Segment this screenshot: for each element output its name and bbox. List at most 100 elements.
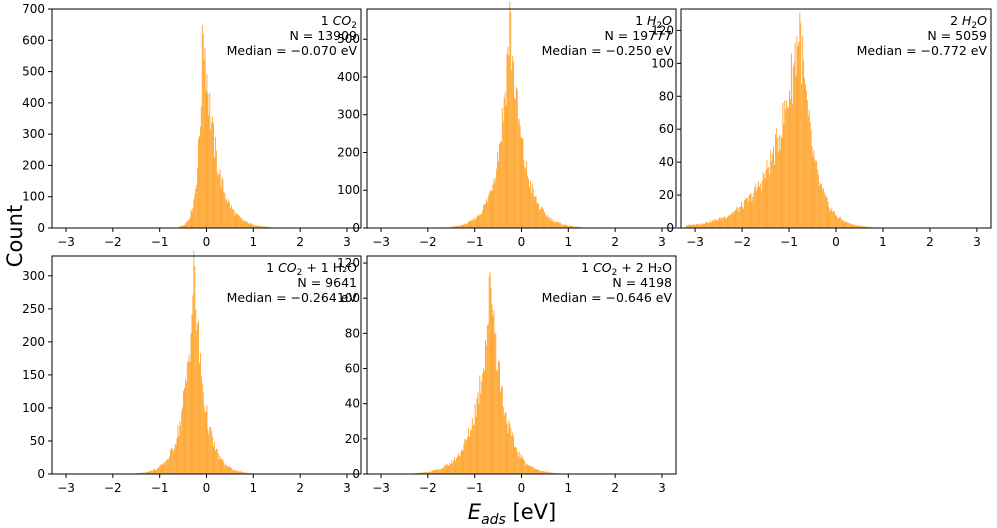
histogram-bin — [204, 412, 206, 474]
histogram-bin — [453, 226, 455, 228]
histogram-bin — [450, 226, 452, 228]
histogram-bin — [176, 438, 178, 474]
x-tick-label: 2 — [611, 481, 619, 495]
histogram-bin — [860, 225, 862, 228]
histogram-bin — [486, 201, 488, 228]
histogram-bin — [482, 210, 484, 228]
histogram-bin — [512, 432, 514, 474]
histogram-bin — [821, 189, 823, 228]
histogram-bin — [529, 180, 531, 228]
histogram-bin — [193, 250, 195, 474]
histogram-bin — [207, 429, 209, 474]
histogram-bin — [241, 471, 243, 474]
histogram-bin — [848, 223, 850, 228]
histogram-bin — [209, 426, 211, 474]
histogram-bin — [514, 446, 516, 474]
histogram-bin — [801, 84, 803, 228]
histogram-bin — [802, 35, 804, 228]
histogram-bin — [196, 330, 198, 474]
histogram-bin — [543, 211, 545, 228]
y-tick-label: 40 — [345, 397, 360, 411]
histogram-bin — [499, 143, 500, 228]
histogram-bin — [557, 221, 559, 228]
histogram-bin — [504, 412, 506, 474]
histogram-bin — [796, 35, 798, 229]
histogram-bin — [450, 464, 452, 474]
histogram-bin — [729, 214, 731, 228]
sample-count-label: N = 13909 — [289, 28, 357, 43]
histogram-bins — [178, 25, 271, 228]
histogram-bin — [200, 375, 202, 474]
histogram-bin — [777, 152, 779, 228]
histogram-bin — [527, 463, 529, 474]
sample-count-label: N = 4198 — [612, 275, 672, 290]
histogram-bin — [257, 225, 258, 228]
histogram-bin — [492, 184, 494, 228]
histogram-bin — [719, 216, 721, 228]
histogram-bin — [503, 415, 505, 474]
histogram-bin — [854, 224, 856, 228]
histogram-bin — [223, 462, 225, 474]
histogram-bin — [847, 222, 849, 228]
histogram-bin — [457, 453, 459, 474]
histogram-bin — [490, 287, 492, 474]
histogram-bin — [502, 120, 504, 228]
histogram-bin — [436, 469, 438, 474]
histogram-bin — [516, 451, 518, 474]
histogram-bin — [186, 362, 188, 474]
histogram-bin — [567, 225, 569, 228]
y-axis-label: Count — [3, 205, 27, 267]
histogram-bin — [514, 447, 515, 474]
histogram-bin — [686, 225, 688, 228]
histogram-bin — [791, 103, 793, 228]
histogram-bin — [550, 472, 552, 474]
y-tick-label: 300 — [337, 108, 360, 122]
histogram-bin — [149, 471, 151, 474]
x-tick-label: 3 — [658, 235, 666, 249]
histogram-bin — [746, 197, 748, 228]
histogram-bin — [184, 224, 185, 228]
histogram-bin — [434, 469, 436, 474]
histogram-bin — [258, 225, 259, 228]
histogram-bin — [483, 368, 485, 474]
histogram-bin — [179, 421, 181, 474]
histogram-bin — [700, 223, 702, 228]
histogram-bin — [222, 179, 224, 228]
histogram-bin — [462, 450, 464, 474]
histogram-bin — [565, 224, 567, 228]
histogram-bin — [175, 445, 177, 474]
histogram-bin — [481, 213, 483, 228]
histogram-bin — [210, 427, 212, 474]
histogram-bin — [525, 464, 527, 474]
histogram-bin — [485, 199, 487, 228]
histogram-bin — [475, 218, 477, 228]
histogram-bin — [756, 190, 758, 228]
histogram-bin — [220, 458, 222, 474]
histogram-bin — [242, 472, 244, 474]
histogram-bin — [209, 93, 211, 228]
histogram-bin — [165, 461, 167, 474]
histogram-bin — [486, 325, 488, 474]
histogram-bin — [229, 467, 231, 474]
histogram-bin — [820, 183, 822, 228]
histogram-bin — [820, 183, 821, 228]
histogram-bin — [470, 429, 471, 474]
histogram-bin — [826, 197, 828, 228]
histogram-bin — [787, 106, 789, 228]
histogram-bin — [226, 465, 228, 474]
histogram-bin — [420, 472, 422, 474]
histogram-bins — [685, 12, 874, 229]
histogram-bin — [261, 226, 263, 228]
histogram-bin — [202, 33, 204, 228]
histogram-bin — [725, 218, 727, 228]
histogram-bin — [245, 472, 247, 474]
histogram-bin — [145, 472, 147, 474]
histogram-bin — [865, 226, 867, 228]
histogram-bin — [754, 187, 756, 228]
histogram-bin — [435, 469, 437, 474]
histogram-bin — [737, 207, 739, 228]
x-tick-label: 3 — [343, 235, 351, 249]
panel-title: 1 CO2 — [321, 13, 357, 31]
